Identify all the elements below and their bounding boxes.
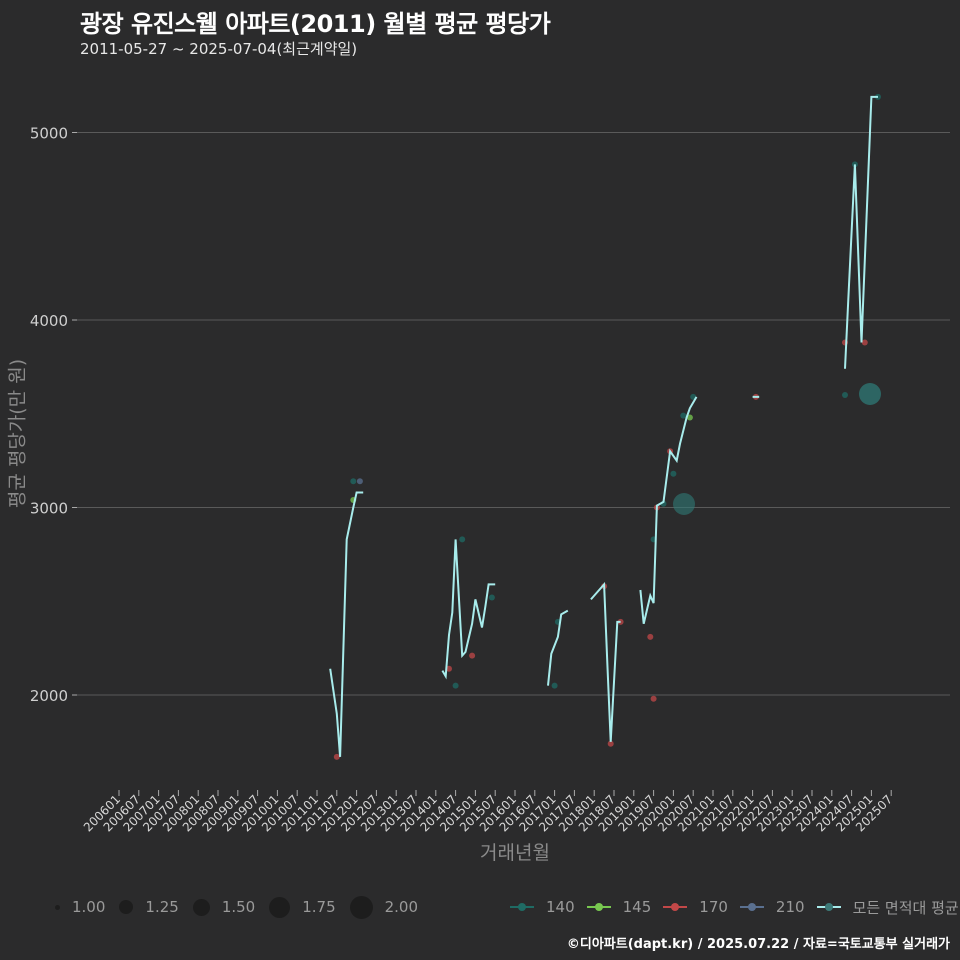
size-legend-item: 1.75 (269, 896, 336, 918)
size-dot-icon (192, 898, 210, 916)
size-dot-icon (119, 900, 134, 914)
legend-item-average[interactable]: 모든 면적대 평균 (816, 897, 959, 918)
line-point-icon (510, 900, 534, 914)
svg-text:5000: 5000 (30, 125, 68, 143)
y-axis-label: 평균 평당가(만 원) (6, 358, 29, 509)
svg-text:4000: 4000 (30, 312, 68, 330)
size-legend-item: 1.25 (119, 898, 179, 916)
size-dot-icon (269, 896, 291, 918)
size-legend-item: 1.50 (192, 898, 255, 916)
x-axis-ticks: 2006012006072007012007072008012008072009… (81, 790, 895, 835)
legend-item-140[interactable]: 140 (510, 898, 575, 916)
size-dot-icon (349, 895, 373, 919)
legend-item-170[interactable]: 170 (663, 898, 728, 916)
line-point-icon (663, 900, 688, 914)
svg-text:3000: 3000 (30, 500, 68, 518)
legend-item-145[interactable]: 145 (586, 898, 651, 916)
average-line (329, 95, 878, 757)
chart-subtitle: 2011-05-27 ~ 2025-07-04(최근계약일) (80, 40, 358, 58)
svg-text:2000: 2000 (30, 687, 68, 705)
line-point-icon (739, 900, 764, 914)
series-legend: 140 145 170 210 모든 면적대 평균 (510, 893, 960, 921)
chart-title: 광장 유진스웰 아파트(2011) 월별 평균 평당가 (80, 10, 551, 38)
size-legend-item: 1.00 (55, 898, 105, 916)
line-point-icon (586, 900, 611, 914)
size-dot-icon (55, 904, 60, 910)
legend-item-210[interactable]: 210 (739, 898, 805, 916)
x-axis-label: 거래년월 (480, 842, 550, 864)
size-legend: 1.00 1.25 1.50 1.75 2.00 (55, 893, 432, 921)
y-axis-ticks: 2000 3000 4000 5000 (30, 125, 77, 705)
line-point-icon (816, 900, 841, 914)
source-caption: ©디아파트(dapt.kr) / 2025.07.22 / 자료=국토교통부 실… (566, 937, 950, 952)
size-legend-item: 2.00 (349, 895, 418, 919)
gridlines (77, 132, 950, 696)
